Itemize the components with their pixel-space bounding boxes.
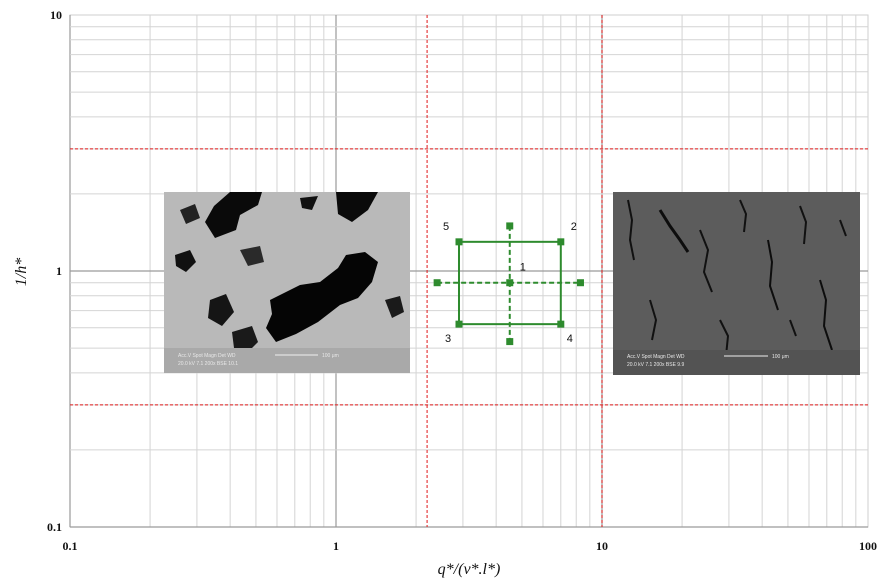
design-point-label: 3 [445, 333, 451, 345]
axial-point-marker [506, 338, 514, 346]
tick-labels: 0.1 1 10 100 0.1 1 10 [47, 8, 877, 553]
x-tick-label: 0.1 [63, 539, 78, 553]
x-tick-label: 100 [859, 539, 877, 553]
reference-lines [70, 15, 868, 527]
micrograph-right-scale: 100 μm [772, 354, 789, 360]
micrograph-right-caption-2: 20.0 kV 7.1 200x BSE 9.9 [627, 362, 684, 368]
micrograph-left: Acc.V Spot Magn Det WD 20.0 kV 7.1 200x … [164, 192, 410, 373]
micrograph-right: Acc.V Spot Magn Det WD 20.0 kV 7.1 200x … [613, 192, 860, 375]
design-point-label: 4 [567, 333, 573, 345]
design-point-marker [455, 320, 463, 328]
y-axis-label: 1/h* [13, 258, 30, 286]
micrograph-left-caption-2: 20.0 kV 7.1 200x BSE 10.1 [178, 361, 238, 367]
axial-point-marker [433, 279, 441, 287]
design-point-marker [455, 238, 463, 246]
axial-point-marker [576, 279, 584, 287]
x-tick-label: 10 [596, 539, 608, 553]
design-point-label: 5 [443, 221, 449, 233]
design-point-marker [557, 238, 565, 246]
design-point-marker [557, 320, 565, 328]
y-tick-label: 0.1 [47, 520, 62, 534]
y-tick-label: 1 [56, 264, 62, 278]
design-point-label: 2 [571, 221, 577, 233]
micrograph-right-caption-1: Acc.V Spot Magn Det WD [627, 354, 685, 360]
design-point-marker [506, 279, 514, 287]
design-point-label: 1 [520, 262, 526, 274]
micrograph-left-scale: 100 μm [322, 353, 339, 359]
y-tick-label: 10 [50, 8, 62, 22]
micrograph-left-caption-1: Acc.V Spot Magn Det WD [178, 353, 236, 359]
x-tick-label: 1 [333, 539, 339, 553]
x-axis-label: q*/(v*.l*) [438, 561, 501, 578]
axial-point-marker [506, 222, 514, 230]
design-points: 1 2 3 4 5 [433, 221, 584, 346]
